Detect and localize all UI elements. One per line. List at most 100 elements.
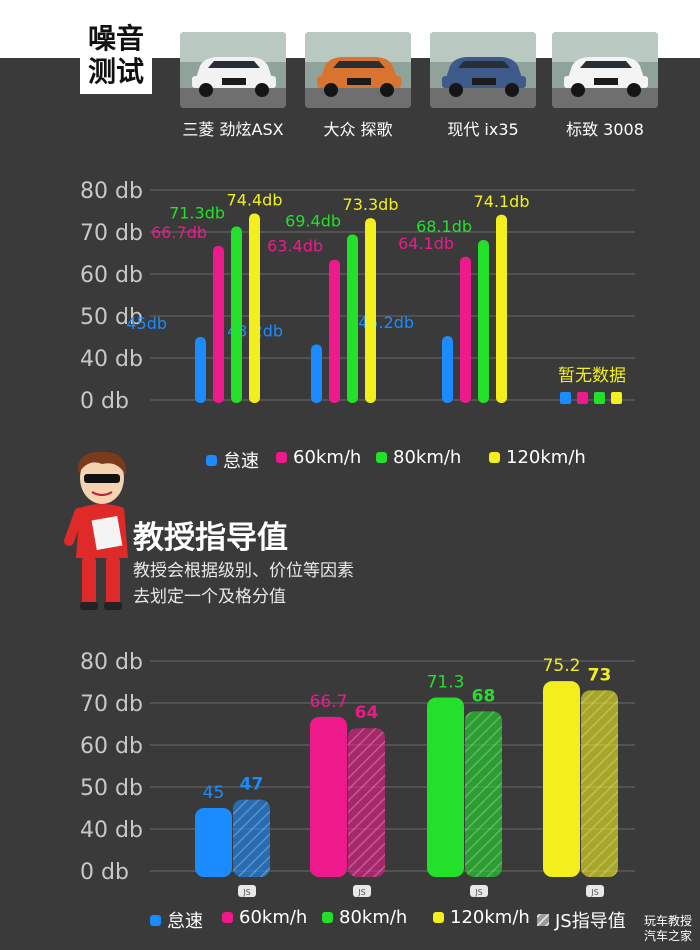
legend-swatch-idle [206,454,217,466]
legend-label: 80km/h [393,447,462,468]
car-name-label: 大众 探歌 [323,120,393,139]
bar [195,337,206,403]
bar [365,218,376,403]
data-label: 73.3db [343,195,399,214]
legend-item-80: 80km/h [376,447,461,468]
data-label: 71.3db [169,204,225,223]
js-tag-text: JS [357,888,365,897]
js-tag-text: JS [474,888,482,897]
data-label-measured: 45 [203,783,225,803]
title-line-1: 噪音 [87,22,144,55]
y-tick-label: 50 db [80,305,143,330]
car-photo [430,32,536,108]
legend-label: 60km/h [239,907,308,928]
description-line-2: 去划定一个及格分值 [133,587,286,607]
car-name-label: 三菱 劲炫ASX [182,120,284,139]
bar [460,256,471,403]
legend-label: 80km/h [339,907,408,928]
js-tag [238,885,256,897]
professor-mascot [64,451,128,610]
professor-guide-title: 教授指导值 [133,520,288,556]
legend-swatch-120 [433,912,444,923]
y-tick-label: 40 db [80,347,143,372]
legend-swatch-120 [489,452,500,463]
no-data-marker [611,392,622,404]
bar-measured [310,716,347,877]
bar [249,213,260,403]
data-label: 45db [126,314,167,333]
y-tick-label: 0 db [80,860,129,885]
bar-measured [427,697,464,877]
professor-guide-description: 教授会根据级别、价位等因素 去划定一个及格分值 [133,558,433,610]
data-label-guide: 68 [472,686,496,706]
car-photo [305,32,411,108]
section-title-noise-test: 噪音 测试 [80,22,152,94]
data-label: 74.1db [474,192,530,211]
data-label-measured: 75.2 [543,656,581,676]
data-label: 68.1db [416,217,472,236]
bar [347,234,358,403]
legend-item-60: 60km/h [222,907,307,928]
legend-swatch-80 [376,452,387,463]
legend-item-idle: 怠速 [206,447,259,473]
js-tag [586,885,604,897]
bar [329,259,340,403]
legend-item-80: 80km/h [322,907,407,928]
data-label: 63.4db [267,237,323,256]
data-label-guide: 73 [588,665,612,685]
data-label: 74.4db [227,191,283,210]
bar-guide [465,711,502,877]
title-line-2: 测试 [87,55,144,88]
data-label-guide: 64 [355,703,379,723]
legend-label: 120km/h [506,447,586,468]
car-photo [180,32,286,108]
no-data-marker [560,392,571,404]
data-label: 66.7db [151,223,207,242]
bar [231,226,242,403]
legend-item-60: 60km/h [276,447,361,468]
legend-label: 120km/h [450,907,530,928]
y-tick-label: 80 db [80,650,143,675]
y-tick-label: 80 db [80,179,143,204]
y-tick-label: 40 db [80,818,143,843]
legend-label: JS指导值 [555,911,626,932]
y-tick-label: 70 db [80,221,143,246]
y-tick-label: 60 db [80,263,143,288]
bar [213,245,224,403]
bar-guide [233,799,270,877]
credit-line-1: 玩车教授 [643,914,692,928]
no-data-marker [577,392,588,404]
bar [496,214,507,403]
bar [311,344,322,403]
js-tag-text: JS [590,888,598,897]
legend-swatch-60 [222,912,233,923]
legend-label: 怠速 [223,451,259,472]
y-tick-label: 70 db [80,692,143,717]
legend-swatch-60 [276,452,287,463]
watermark-credit: 玩车教授 汽车之家 [644,914,692,944]
js-tag [470,885,488,897]
bar-measured [543,681,580,877]
js-tag [353,885,371,897]
legend-item-js-guide: JS指导值 [537,907,626,933]
hatch-swatch-icon [537,914,549,926]
car-name-label: 现代 ix35 [447,120,519,139]
bar-guide [348,728,385,877]
legend-item-idle: 怠速 [150,907,203,933]
bar-measured [195,808,232,877]
y-tick-label: 50 db [80,776,143,801]
description-line-1: 教授会根据级别、价位等因素 [133,561,354,581]
legend-item-120: 120km/h [433,907,530,928]
legend-label: 60km/h [293,447,362,468]
guide-chart: 80 db 70 db 60 db 50 db 40 db 0 db 45 66.7 71.3 7… [80,650,635,897]
data-label: 64.1db [398,234,454,253]
no-data-label: 暂无数据 [558,366,626,386]
no-data-marker [594,392,605,404]
bar [478,239,489,403]
legend-swatch-idle [150,914,161,926]
data-label: 69.4db [285,212,341,231]
car-photo [552,32,658,108]
y-tick-label: 0 db [80,389,129,414]
bar [442,336,453,403]
